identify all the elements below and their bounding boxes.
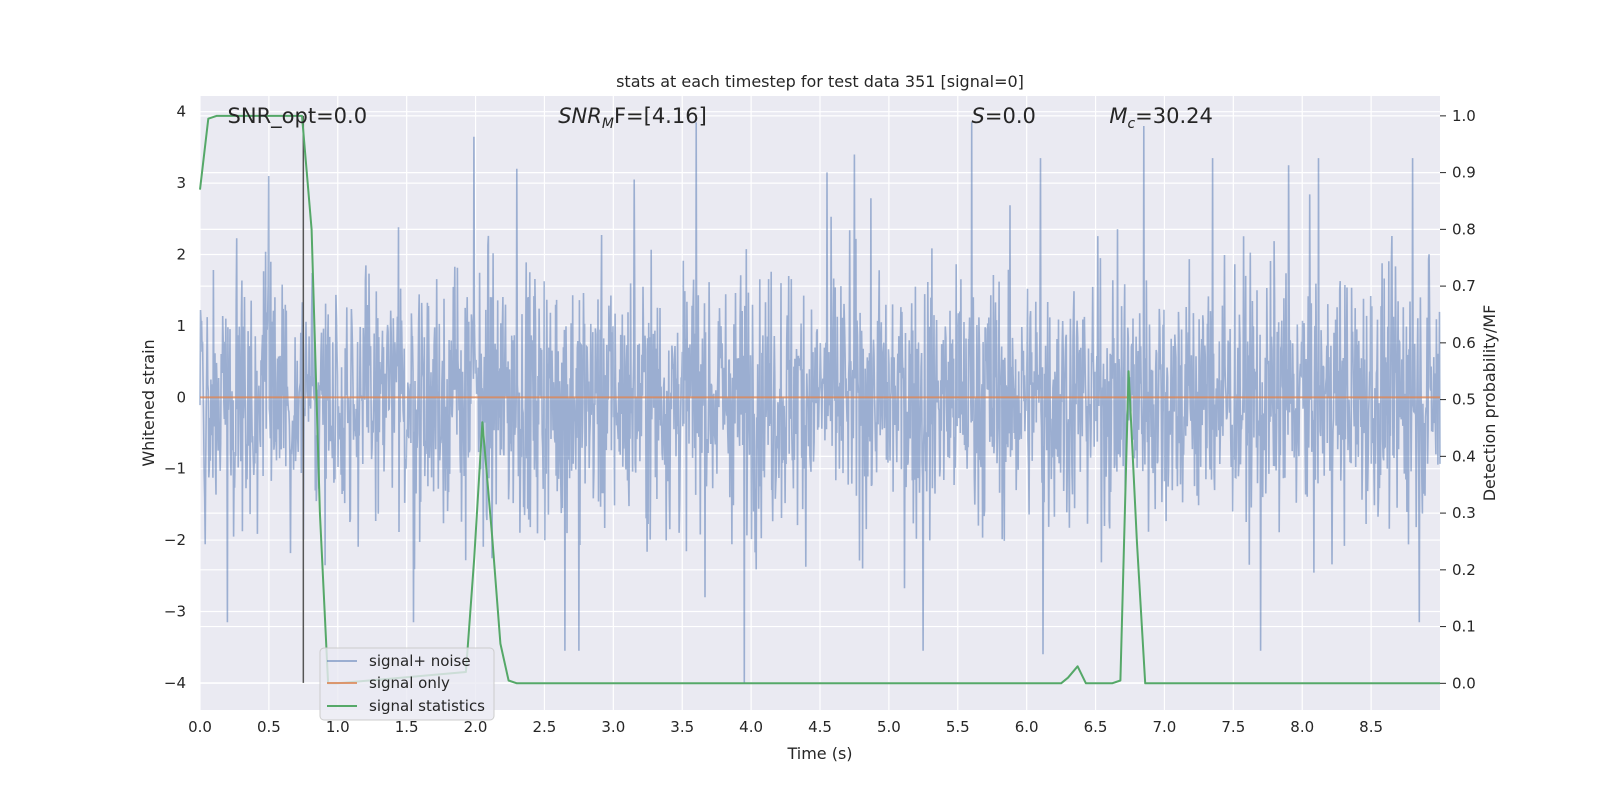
series-signal-plus-noise	[199, 122, 1441, 683]
x-tick-label: 6.5	[1084, 718, 1108, 736]
annotation-snr-mf: SNRMF=[4.16]	[558, 104, 707, 132]
x-tick-label: 3.5	[670, 718, 694, 736]
y-tick-label-right: 0.9	[1452, 164, 1476, 182]
x-tick-label: 0.0	[188, 718, 212, 736]
grid	[199, 96, 1440, 710]
x-axis-label: Time (s)	[786, 744, 852, 763]
y-tick-label-right: 0.2	[1452, 561, 1476, 579]
ticks: 0.0 0.5 1.0 1.5 2.0 2.5 3.0 3.5 4.0 4.5 5.0 5.5 6.0 6…	[164, 103, 1476, 736]
x-tick-label: 8.5	[1359, 718, 1383, 736]
annotation-snr-opt: SNR_opt=0.0	[228, 104, 368, 129]
y-tick-label-left: −2	[164, 531, 186, 549]
signal-plus-noise-series	[199, 122, 1441, 683]
y-tick-label-right: 0.5	[1452, 391, 1476, 409]
chart-title: stats at each timestep for test data 351…	[616, 72, 1024, 91]
y-tick-label-left: 1	[176, 317, 186, 335]
y-tick-label-left: 2	[176, 245, 186, 263]
legend-label-stats: signal statistics	[369, 697, 485, 715]
y-tick-label-left: 0	[176, 388, 186, 406]
y-axis-label-left: Whitened strain	[139, 339, 158, 466]
y-tick-label-right: 0.6	[1452, 334, 1476, 352]
y-tick-label-left: −3	[164, 602, 186, 620]
y-tick-label-right: 0.0	[1452, 674, 1476, 692]
x-tick-label: 0.5	[257, 718, 281, 736]
y-tick-label-left: 4	[176, 103, 186, 121]
x-tick-label: 2.0	[464, 718, 488, 736]
x-tick-label: 6.0	[1015, 718, 1039, 736]
legend-label-noise: signal+ noise	[369, 652, 471, 670]
x-tick-label: 7.0	[1153, 718, 1177, 736]
y-tick-label-right: 0.4	[1452, 447, 1476, 465]
y-tick-label-right: 0.1	[1452, 618, 1476, 636]
y-tick-label-right: 0.8	[1452, 220, 1476, 238]
x-tick-label: 5.0	[877, 718, 901, 736]
x-tick-label: 8.0	[1290, 718, 1314, 736]
annotations: SNR_opt=0.0 SNRMF=[4.16] S=0.0 Mc=30.24	[228, 104, 1213, 132]
y-tick-label-right: 0.7	[1452, 277, 1476, 295]
x-tick-label: 7.5	[1221, 718, 1245, 736]
x-tick-label: 5.5	[946, 718, 970, 736]
x-tick-label: 4.0	[739, 718, 763, 736]
y-axis-label-right: Detection probability/MF	[1480, 305, 1499, 502]
annotation-mc: Mc=30.24	[1109, 104, 1213, 132]
y-tick-label-left: −1	[164, 460, 186, 478]
x-tick-label: 1.5	[395, 718, 419, 736]
line-series	[199, 114, 1440, 685]
y-tick-label-right: 1.0	[1452, 107, 1476, 125]
legend-label-signal: signal only	[369, 674, 450, 692]
legend: signal+ noise signal only signal statist…	[319, 647, 495, 721]
series-signal-statistics	[199, 114, 1440, 685]
x-tick-label: 4.5	[808, 718, 832, 736]
legend-box	[319, 647, 495, 721]
annotation-s: S=0.0	[972, 104, 1036, 128]
y-tick-label-left: −4	[164, 674, 186, 692]
y-tick-label-right: 0.3	[1452, 504, 1476, 522]
y-tick-label-left: 3	[176, 174, 186, 192]
x-tick-label: 1.0	[326, 718, 350, 736]
x-tick-label: 2.5	[533, 718, 557, 736]
x-tick-label: 3.0	[601, 718, 625, 736]
